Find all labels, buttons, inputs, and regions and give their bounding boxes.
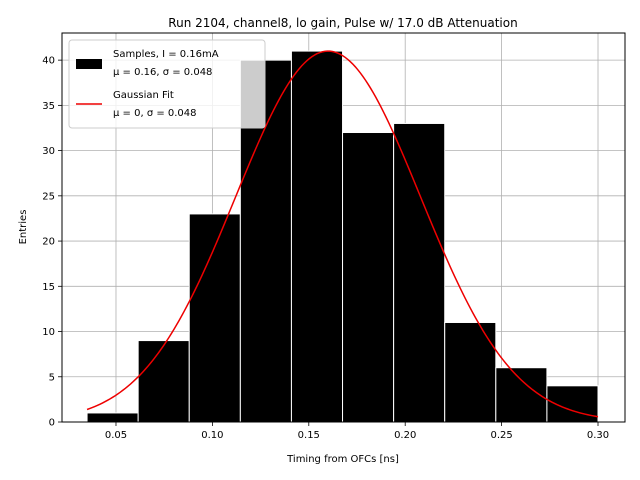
gaussian-fit-line xyxy=(86,50,599,418)
histogram-bars xyxy=(86,50,599,423)
y-tick-label: 25 xyxy=(42,191,55,202)
legend-samples-stats: μ = 0.16, σ = 0.048 xyxy=(113,67,212,78)
y-tick-label: 40 xyxy=(42,56,55,67)
legend-samples-label: Samples, I = 0.16mA xyxy=(113,49,219,60)
x-tick-label: 0.30 xyxy=(587,430,609,441)
y-tick-label: 15 xyxy=(42,282,55,293)
histogram-bar-8 xyxy=(444,321,497,423)
y-tick-label: 10 xyxy=(42,327,55,338)
legend-fit-stats: μ = 0, σ = 0.048 xyxy=(113,108,197,119)
legend: Samples, I = 0.16mA μ = 0.16, σ = 0.048 … xyxy=(68,39,266,129)
x-tick-label: 0.15 xyxy=(298,430,320,441)
histogram-bar-6 xyxy=(342,132,395,423)
legend-box xyxy=(68,39,266,129)
y-tick-label: 35 xyxy=(42,101,55,112)
x-tick-label: 0.10 xyxy=(201,430,223,441)
chart-title: Run 2104, channel8, lo gain, Pulse w/ 17… xyxy=(168,16,517,30)
y-tick-label: 0 xyxy=(49,418,55,429)
legend-fit-label: Gaussian Fit xyxy=(113,90,174,101)
x-tick-label: 0.25 xyxy=(490,430,512,441)
x-tick-label: 0.05 xyxy=(105,430,127,441)
axis-ticks: 0.05 0.10 0.15 0.20 0.25 0.30 0 5 10 15 20 25 30 35 40 xyxy=(42,56,609,441)
histogram-bar-1 xyxy=(86,412,139,423)
histogram-bar-7 xyxy=(393,122,446,423)
histogram-bar-2 xyxy=(137,340,190,423)
legend-samples-swatch xyxy=(76,59,102,69)
y-tick-label: 20 xyxy=(42,237,55,248)
plot-frame xyxy=(61,32,626,423)
x-axis-label: Timing from OFCs [ns] xyxy=(286,454,399,465)
y-tick-label: 30 xyxy=(42,146,55,157)
histogram-bar-5 xyxy=(290,50,344,423)
gaussian-fit xyxy=(86,50,599,418)
y-tick-label: 5 xyxy=(49,372,55,383)
x-tick-label: 0.20 xyxy=(394,430,416,441)
y-axis-label: Entries xyxy=(18,210,29,245)
